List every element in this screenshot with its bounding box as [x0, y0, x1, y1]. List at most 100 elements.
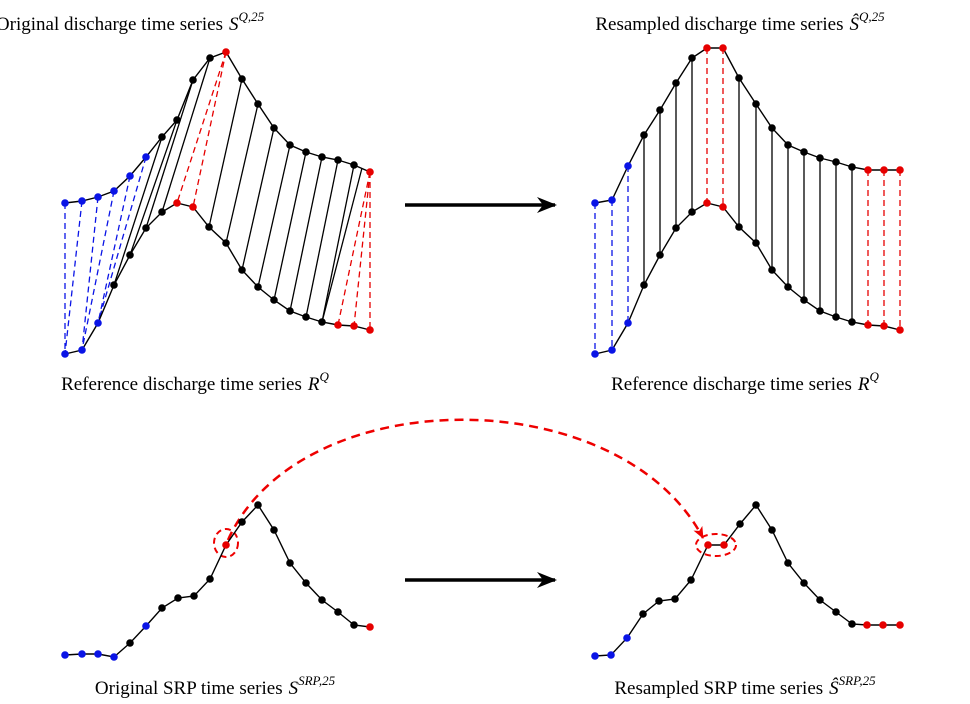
point [591, 652, 599, 660]
point [350, 322, 358, 330]
point [688, 208, 696, 216]
connector [176, 51, 227, 204]
point [736, 520, 744, 528]
point [672, 79, 680, 87]
point [640, 131, 648, 139]
connector [337, 171, 371, 326]
point [687, 576, 695, 584]
caption: Resampled SRP time series ŜSRP,25 [614, 673, 876, 699]
caption: Resampled discharge time series ŜQ,25 [595, 9, 885, 35]
point [78, 346, 86, 354]
point [816, 596, 824, 604]
point [639, 610, 647, 618]
point [880, 166, 888, 174]
point [270, 526, 278, 534]
point [848, 163, 856, 171]
connector [257, 144, 291, 288]
point [832, 158, 840, 166]
point [189, 76, 197, 84]
caption-text: Original SRP time series [95, 678, 283, 699]
point [334, 608, 342, 616]
point [640, 281, 648, 289]
symbol: Ŝ [850, 13, 860, 35]
caption-text: Resampled discharge time series [595, 14, 843, 35]
caption-text: Reference discharge time series [611, 374, 852, 395]
point [158, 133, 166, 141]
point [189, 203, 197, 211]
point [318, 318, 326, 326]
point [142, 153, 150, 161]
point [848, 620, 856, 628]
point [110, 187, 118, 195]
caption: Original discharge time series SQ,25 [0, 9, 265, 35]
point [735, 74, 743, 82]
caption-text: Reference discharge time series [61, 374, 302, 395]
point [318, 596, 326, 604]
point [366, 623, 374, 631]
series-line [594, 503, 900, 657]
connector [353, 171, 371, 327]
point [222, 541, 230, 549]
connector [208, 78, 243, 228]
point [608, 196, 616, 204]
series-line [64, 503, 371, 658]
point [94, 319, 102, 327]
caption-text: Original discharge time series [0, 14, 223, 35]
point [222, 239, 230, 247]
point [78, 650, 86, 658]
connector [192, 51, 227, 208]
symbol: S [289, 678, 299, 699]
point [142, 224, 150, 232]
point [350, 161, 358, 169]
connector [64, 200, 83, 355]
point [656, 251, 664, 259]
point [350, 621, 358, 629]
point [896, 621, 904, 629]
point [173, 199, 181, 207]
point [816, 154, 824, 162]
point [896, 326, 904, 334]
point [784, 141, 792, 149]
point [720, 541, 728, 549]
point [607, 651, 615, 659]
connector [97, 175, 131, 324]
highlight [695, 533, 737, 557]
connector [97, 156, 147, 324]
point [671, 595, 679, 603]
point [238, 266, 246, 274]
point [784, 283, 792, 291]
symbol: S [229, 14, 239, 35]
connector [225, 103, 259, 244]
connector [321, 167, 363, 323]
point [672, 224, 680, 232]
point [254, 100, 262, 108]
point [61, 199, 69, 207]
point [703, 199, 711, 207]
superscript: SRP,25 [298, 673, 335, 688]
point [591, 350, 599, 358]
point [896, 166, 904, 174]
point [270, 296, 278, 304]
point [302, 579, 310, 587]
superscript: Q [869, 369, 879, 384]
connector [273, 151, 307, 301]
point [624, 162, 632, 170]
point [110, 281, 118, 289]
caption: Original SRP time series SSRP,25 [95, 673, 336, 699]
point [254, 283, 262, 291]
point [848, 318, 856, 326]
transfer-arrow [226, 418, 705, 541]
point [366, 326, 374, 334]
point [142, 622, 150, 630]
point [752, 239, 760, 247]
connector [113, 136, 163, 286]
point [800, 579, 808, 587]
point [688, 54, 696, 62]
point [719, 44, 727, 52]
point [334, 321, 342, 329]
connector [81, 190, 115, 351]
point [190, 592, 198, 600]
point [158, 604, 166, 612]
point [816, 307, 824, 315]
